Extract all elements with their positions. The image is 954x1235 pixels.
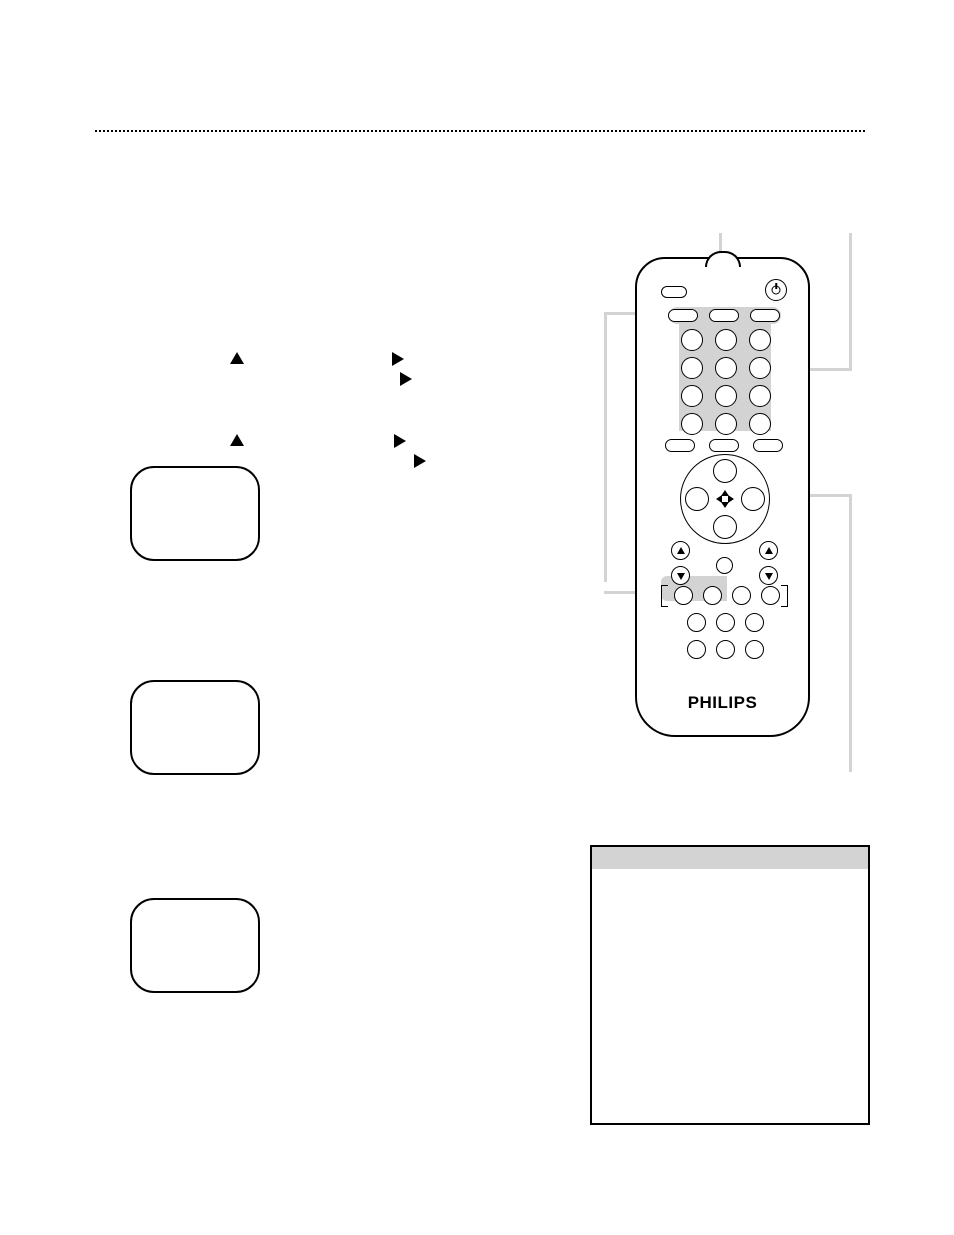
numpad-button[interactable] <box>749 329 771 351</box>
eject-button[interactable] <box>661 286 687 298</box>
dpad-right-button[interactable] <box>741 487 765 511</box>
dpad-up-button[interactable] <box>713 459 737 483</box>
bracket-left-icon <box>661 585 668 607</box>
remote-control-diagram: PHILIPS <box>635 257 810 747</box>
numpad-button[interactable] <box>681 357 703 379</box>
aux-button[interactable] <box>745 640 764 659</box>
info-box <box>590 845 870 1125</box>
center-function-button[interactable] <box>716 557 733 574</box>
transport-button[interactable] <box>732 586 751 605</box>
aux-button[interactable] <box>687 640 706 659</box>
right-arrow-icon <box>392 352 404 366</box>
dotted-divider <box>95 130 865 132</box>
step-box <box>130 898 260 993</box>
dpad-left-button[interactable] <box>685 487 709 511</box>
numpad-button[interactable] <box>749 385 771 407</box>
mode-button[interactable] <box>709 309 739 322</box>
function-button[interactable] <box>665 439 695 452</box>
right-arrow-icon <box>414 454 426 468</box>
mode-button[interactable] <box>668 309 698 322</box>
numpad-button[interactable] <box>715 385 737 407</box>
aux-button[interactable] <box>745 613 764 632</box>
function-button[interactable] <box>753 439 783 452</box>
callout-line <box>849 233 852 371</box>
channel-up-button[interactable] <box>759 541 778 560</box>
bracket-right-icon <box>781 585 788 607</box>
remote-ir-bump <box>705 251 741 267</box>
channel-down-button[interactable] <box>759 566 778 585</box>
numpad-button[interactable] <box>749 357 771 379</box>
volume-up-button[interactable] <box>671 541 690 560</box>
aux-button[interactable] <box>716 613 735 632</box>
aux-button[interactable] <box>687 613 706 632</box>
transport-button[interactable] <box>761 586 780 605</box>
mode-button[interactable] <box>750 309 780 322</box>
dpad-center-icon <box>717 491 733 507</box>
up-arrow-icon <box>230 434 244 446</box>
up-arrow-icon <box>230 352 244 364</box>
transport-button[interactable] <box>674 586 693 605</box>
brand-logo: PHILIPS <box>688 693 758 713</box>
info-box-header <box>592 847 868 869</box>
numpad-button[interactable] <box>715 329 737 351</box>
volume-down-button[interactable] <box>671 566 690 585</box>
transport-button[interactable] <box>703 586 722 605</box>
numpad-button[interactable] <box>681 329 703 351</box>
numpad-button[interactable] <box>749 413 771 435</box>
numpad-button[interactable] <box>681 385 703 407</box>
numpad-button[interactable] <box>715 357 737 379</box>
right-arrow-icon <box>400 372 412 386</box>
callout-line <box>810 368 852 371</box>
aux-button[interactable] <box>716 640 735 659</box>
callout-line <box>604 312 607 582</box>
manual-page: PHILIPS <box>0 0 954 1235</box>
dpad-down-button[interactable] <box>713 515 737 539</box>
numpad-button[interactable] <box>681 413 703 435</box>
step-box <box>130 680 260 775</box>
power-button[interactable] <box>765 279 787 301</box>
callout-line <box>849 494 852 772</box>
numpad-button[interactable] <box>715 413 737 435</box>
right-arrow-icon <box>394 434 406 448</box>
remote-body-outline: PHILIPS <box>635 257 810 737</box>
function-button[interactable] <box>709 439 739 452</box>
step-box <box>130 466 260 561</box>
